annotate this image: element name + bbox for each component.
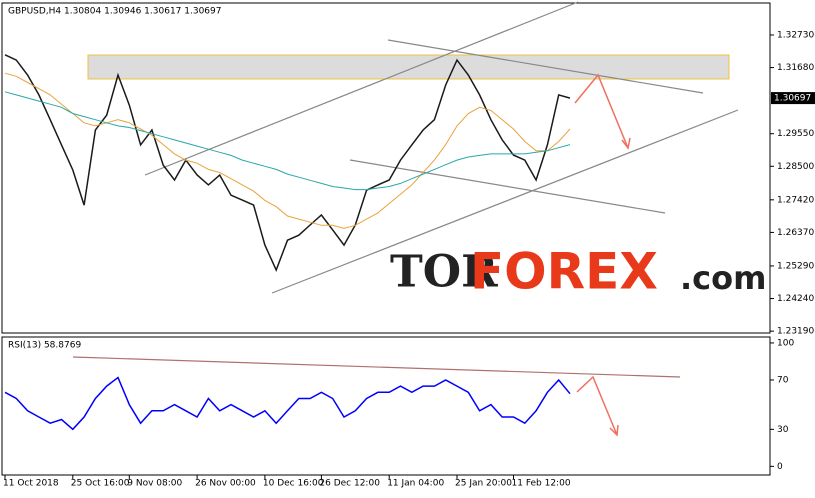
y-tick-label: 100: [777, 338, 794, 348]
y-tick-label: 1.28500: [777, 162, 814, 172]
price-title: GBPUSD,H4 1.30804 1.30946 1.30617 1.3069…: [8, 7, 221, 17]
last-price-label: 1.30697: [774, 94, 811, 104]
resistance-zone: [87, 54, 730, 80]
y-tick-label: 1.26370: [777, 228, 814, 238]
x-tick-label: 25 Jan 20:00: [455, 479, 512, 489]
x-tick-label: 25 Oct 16:00: [71, 479, 130, 489]
x-tick-label: 11 Jan 04:00: [387, 479, 444, 489]
y-tick-label: 1.25290: [777, 261, 814, 271]
last-price-box: [771, 92, 815, 105]
y-tick-label: 30: [777, 425, 789, 435]
rsi-panel: [1, 336, 771, 476]
series-line: [4, 54, 571, 272]
logo-com: .com: [680, 259, 766, 297]
y-tick-label: 70: [777, 375, 789, 385]
y-tick-label: 1.32730: [777, 30, 814, 40]
channel-lines: [72, 1, 739, 378]
x-tick-label: 9 Nov 08:00: [127, 479, 182, 489]
watermark: TOR FOREX .com: [390, 243, 766, 301]
y-tick-label: 1.29550: [777, 129, 814, 139]
x-tick-label: 11 Feb 12:00: [512, 479, 571, 489]
x-tick-label: 10 Dec 16:00: [263, 479, 324, 489]
series-line: [4, 91, 571, 191]
x-tick-label: 11 Oct 2018: [3, 479, 59, 489]
series-line: [4, 72, 571, 229]
x-tick-label: 26 Dec 12:00: [319, 479, 380, 489]
forecast-arrows: [574, 73, 631, 437]
y-tick-label: 0: [777, 462, 783, 472]
series-line: [4, 376, 571, 431]
price-panel: [1, 2, 771, 334]
y-tick-label: 1.24240: [777, 294, 814, 304]
logo-forex: FOREX: [470, 243, 658, 301]
y-tick-label: 1.31680: [777, 63, 814, 73]
x-tick-label: 26 Nov 00:00: [195, 479, 256, 489]
rsi-title: RSI(13) 58.8769: [8, 341, 81, 351]
y-tick-label: 1.23190: [777, 327, 814, 337]
logo-tor: TOR: [390, 247, 498, 298]
y-tick-label: 1.27420: [777, 195, 814, 205]
